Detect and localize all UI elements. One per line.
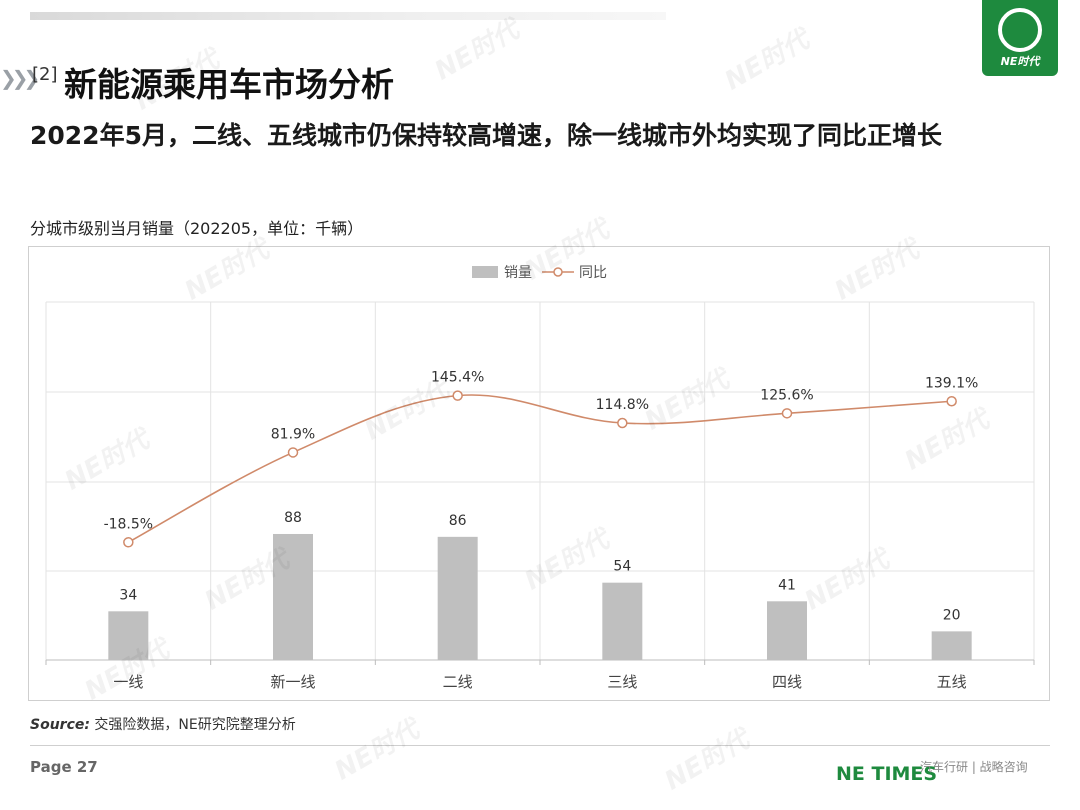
yoy-point-4: [781, 408, 793, 419]
section-title: 新能源乘用车市场分析: [64, 65, 394, 104]
top-decor-bar: [30, 12, 666, 20]
x-tick-label: 三线: [607, 673, 637, 691]
bar-5: [931, 631, 972, 660]
yoy-value-label: 145.4%: [431, 370, 484, 386]
bar-2: [437, 536, 478, 660]
section-arrows-icon: ❯❯❯: [0, 66, 40, 90]
footer-brand: NE TIMES: [836, 763, 938, 785]
source-note: Source: 交强险数据，NE研究院整理分析: [30, 714, 296, 734]
bar-4: [767, 601, 807, 660]
x-tick-label: 五线: [937, 673, 967, 691]
chart-caption: 分城市级别当月销量（202205，单位：千辆）: [30, 219, 364, 238]
bar-value-label: 41: [778, 577, 796, 593]
bar-0: [108, 611, 149, 660]
yoy-point-2: [452, 390, 463, 401]
slide-subtitle: 2022年5月，二线、五线城市仍保持较高增速，除一线城市外均实现了同比正增长: [30, 121, 942, 150]
yoy-point-5: [946, 396, 957, 407]
ne-times-logo: NE时代: [982, 0, 1058, 76]
bar-1: [273, 533, 313, 660]
x-tick-label: 新一线: [270, 673, 315, 691]
legend-marker-yoy: [553, 267, 563, 277]
bar-value-label: 20: [943, 607, 961, 623]
logo-ring-icon: [998, 8, 1042, 52]
yoy-line: [127, 394, 952, 544]
bar-value-label: 34: [119, 587, 137, 603]
source-text: 交强险数据，NE研究院整理分析: [94, 717, 296, 733]
page-number: Page 27: [30, 758, 98, 776]
yoy-point-1: [287, 447, 299, 458]
combo-chart: 销量 同比 34 88 86 54 41 20 一线 新一线 二线 三线 四线 五线 -18.5% 81.9%…: [45, 265, 1035, 691]
legend-swatch-sales: [472, 266, 498, 278]
x-tick-label: 一线: [113, 673, 143, 691]
footer-tagline: 汽车行研 | 战略咨询: [920, 760, 1028, 774]
x-tick-label: 二线: [443, 673, 473, 691]
watermark: NE时代: [719, 24, 815, 97]
legend-label-yoy: 同比: [579, 265, 607, 281]
bar-value-label: 54: [613, 559, 631, 575]
yoy-point-3: [617, 417, 628, 429]
yoy-value-label: 114.8%: [596, 397, 649, 413]
yoy-value-label: -18.5%: [104, 516, 154, 532]
logo-text: NE时代: [1000, 55, 1040, 68]
x-tick-label: 四线: [772, 673, 802, 691]
yoy-value-label: 125.6%: [760, 387, 813, 403]
yoy-point-0: [123, 537, 134, 548]
chart-frame: 销量 同比 34 88 86 54 41 20 一线 新一线 二线 三线 四线 五线 -18.5% 81.9%…: [28, 246, 1050, 701]
yoy-value-label: 81.9%: [271, 426, 315, 442]
footer-divider: [30, 745, 1050, 746]
yoy-value-label: 139.1%: [925, 375, 978, 391]
legend-label-sales: 销量: [504, 265, 532, 281]
section-number: [2]: [32, 64, 58, 85]
watermark: NE时代: [329, 714, 425, 787]
bar-value-label: 86: [449, 513, 467, 529]
watermark: NE时代: [659, 724, 755, 797]
watermark: NE时代: [429, 14, 525, 87]
bar-value-label: 88: [284, 510, 302, 526]
bar-3: [602, 582, 643, 660]
source-label: Source:: [30, 717, 90, 733]
